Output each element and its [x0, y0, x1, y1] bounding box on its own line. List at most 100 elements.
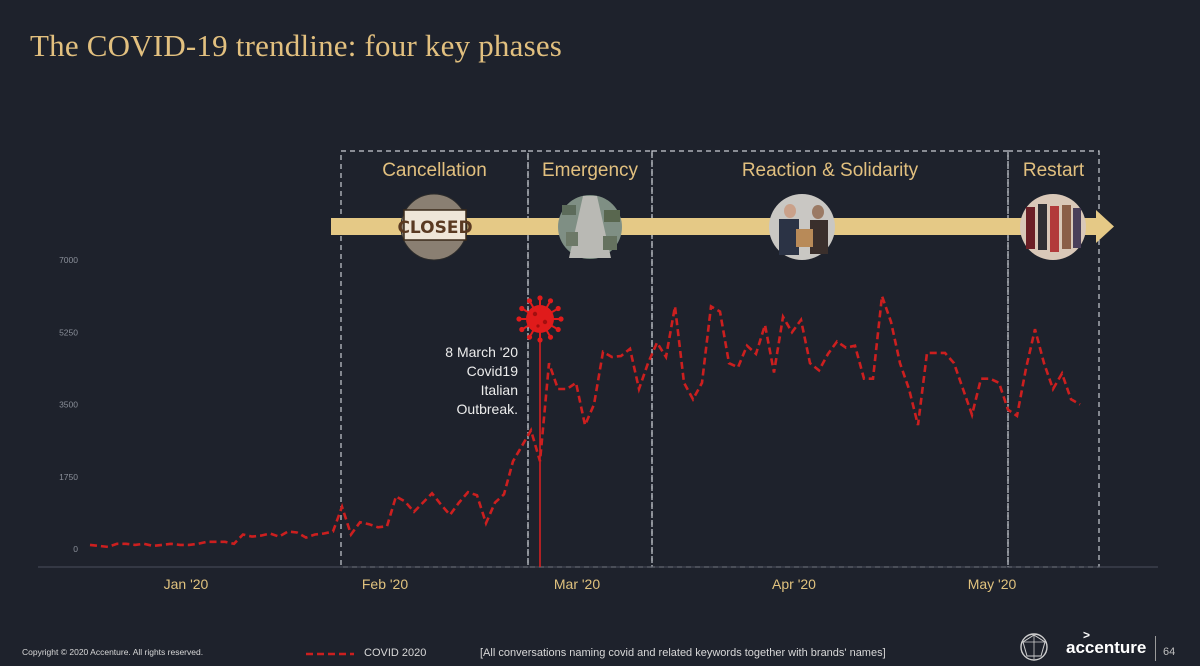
data-point — [467, 491, 469, 493]
data-point — [350, 534, 352, 536]
data-point — [368, 523, 370, 525]
data-point — [728, 362, 730, 364]
data-point — [197, 543, 199, 545]
data-point — [233, 543, 235, 545]
timeline-arrow-shaft — [331, 218, 1097, 235]
phase-label: Reaction & Solidarity — [742, 160, 919, 181]
data-point — [179, 544, 181, 546]
data-point — [332, 531, 334, 533]
data-point — [935, 352, 937, 354]
data-point — [341, 506, 343, 508]
data-point — [863, 378, 865, 380]
data-point — [584, 424, 586, 426]
copyright-text: Copyright © 2020 Accenture. All rights r… — [22, 647, 204, 657]
data-point — [278, 536, 280, 538]
data-point — [620, 355, 622, 357]
data-point — [260, 535, 262, 537]
virus-spike-tip — [526, 298, 533, 304]
data-point — [449, 514, 451, 516]
data-point — [809, 362, 811, 364]
data-point — [656, 342, 658, 344]
y-tick-label: 0 — [73, 544, 78, 554]
data-point — [980, 378, 982, 380]
data-point — [791, 331, 793, 333]
data-point — [107, 546, 109, 548]
annotation-line: Covid19 — [466, 363, 518, 379]
annotation-line: Italian — [480, 382, 518, 398]
data-point — [1070, 399, 1072, 401]
data-point — [845, 347, 847, 349]
data-point — [746, 345, 748, 347]
data-point — [287, 531, 289, 533]
data-point — [917, 424, 919, 426]
annotation-line: 8 March '20 — [445, 344, 518, 360]
data-point — [494, 502, 496, 504]
footer-divider — [1155, 636, 1156, 661]
data-point — [539, 460, 541, 462]
x-tick-label: Mar '20 — [554, 576, 600, 592]
y-tick-label: 1750 — [59, 472, 78, 482]
data-point — [773, 372, 775, 374]
data-point — [764, 324, 766, 326]
data-point — [530, 430, 532, 432]
y-tick-label: 7000 — [59, 255, 78, 265]
slide-title: The COVID-19 trendline: four key phases — [30, 28, 563, 63]
data-point — [170, 543, 172, 545]
data-point — [836, 341, 838, 343]
data-point — [143, 543, 145, 545]
data-point — [413, 511, 415, 513]
data-point — [431, 492, 433, 494]
data-point — [215, 541, 217, 543]
phase-label: Emergency — [542, 160, 639, 181]
data-point — [719, 311, 721, 313]
data-point — [422, 502, 424, 504]
series-line-covid-2020 — [89, 295, 1081, 549]
data-point — [161, 544, 163, 546]
data-point — [1061, 373, 1063, 375]
virus-spike-tip — [547, 298, 554, 304]
data-point — [926, 352, 928, 354]
data-point — [944, 352, 946, 354]
data-point — [1034, 328, 1036, 330]
data-point — [1016, 415, 1018, 417]
data-point — [575, 382, 577, 384]
data-point — [800, 319, 802, 321]
y-tick-label: 5250 — [59, 327, 78, 337]
data-point — [557, 388, 559, 390]
data-point — [188, 544, 190, 546]
data-point — [1052, 388, 1054, 390]
data-point — [647, 362, 649, 364]
data-point — [269, 533, 271, 535]
food-donation-image — [769, 194, 835, 260]
data-point — [629, 348, 631, 350]
brand-caret: > — [1083, 628, 1091, 642]
data-point — [485, 522, 487, 524]
data-point — [386, 525, 388, 527]
virus-spike-tip — [526, 334, 533, 340]
data-point — [224, 541, 226, 543]
data-point — [710, 306, 712, 308]
data-point — [854, 345, 856, 347]
data-point — [440, 504, 442, 506]
data-point — [458, 502, 460, 504]
data-point — [305, 537, 307, 539]
data-point — [908, 388, 910, 390]
svg-text:CLOSED: CLOSED — [397, 218, 472, 238]
virus-spike-tip — [555, 305, 561, 312]
data-point — [638, 388, 640, 390]
data-point — [1043, 362, 1045, 364]
data-point — [602, 351, 604, 353]
page-number: 64 — [1163, 646, 1176, 658]
virus-spike-tip — [555, 326, 561, 333]
closed-sign-image: CLOSED — [397, 193, 473, 261]
timeline-arrow-head — [1096, 210, 1114, 243]
virus-spike-tip — [519, 326, 525, 333]
data-point — [611, 356, 613, 358]
data-point — [989, 378, 991, 380]
legend-label-covid-2020: COVID 2020 — [364, 647, 427, 659]
data-point — [152, 545, 154, 547]
virus-spike-tip — [537, 337, 543, 343]
data-source-note: [All conversations naming covid and rela… — [480, 647, 886, 659]
brand-logo: accenture — [1066, 638, 1147, 657]
